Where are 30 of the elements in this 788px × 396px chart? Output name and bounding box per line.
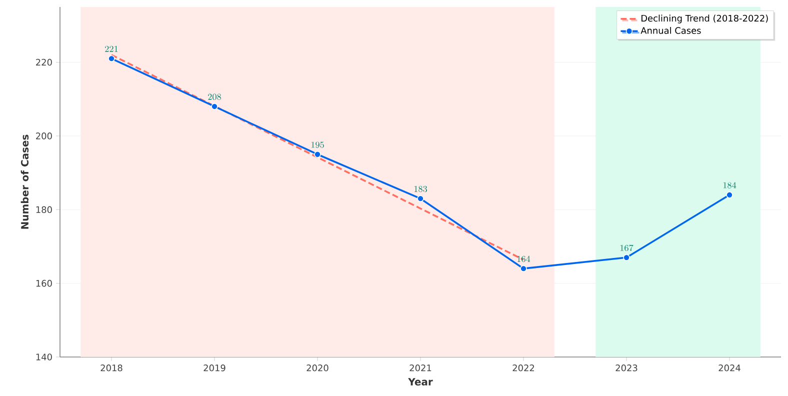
data-label: 221 [105,46,118,52]
data-label: 208 [208,94,222,100]
legend-label: Annual Cases [640,26,701,34]
y-tick-label: 220 [36,58,52,66]
point [623,254,630,261]
y-tick-label: 160 [36,280,52,287]
point [726,192,733,198]
x-tick-label: 2024 [718,364,740,372]
legend-label: Declining Trend (2018-2022) [642,14,768,24]
data-label: 184 [723,182,736,188]
x-tick-label: 2020 [306,364,328,372]
data-label: 167 [620,244,634,252]
x-axis-title: Year [408,378,433,386]
x-tick-label: 2022 [512,364,534,372]
data-label: 164 [517,256,530,262]
data-label: 183 [414,186,428,192]
point [520,265,527,272]
y-tick-label: 140 [36,354,52,360]
point [211,103,218,110]
data-label: 195 [311,142,324,148]
x-tick-label: 2018 [100,364,122,372]
x-tick-label: 2021 [410,364,432,372]
x-tick-label: 2019 [204,364,226,372]
y-tick-label: 180 [36,206,52,214]
y-tick-label: 200 [36,132,52,140]
point [417,195,424,202]
y-axis-title: Number of Cases [20,134,29,229]
point [108,55,115,62]
x-tick-label: 2023 [616,364,638,372]
point [314,150,321,158]
